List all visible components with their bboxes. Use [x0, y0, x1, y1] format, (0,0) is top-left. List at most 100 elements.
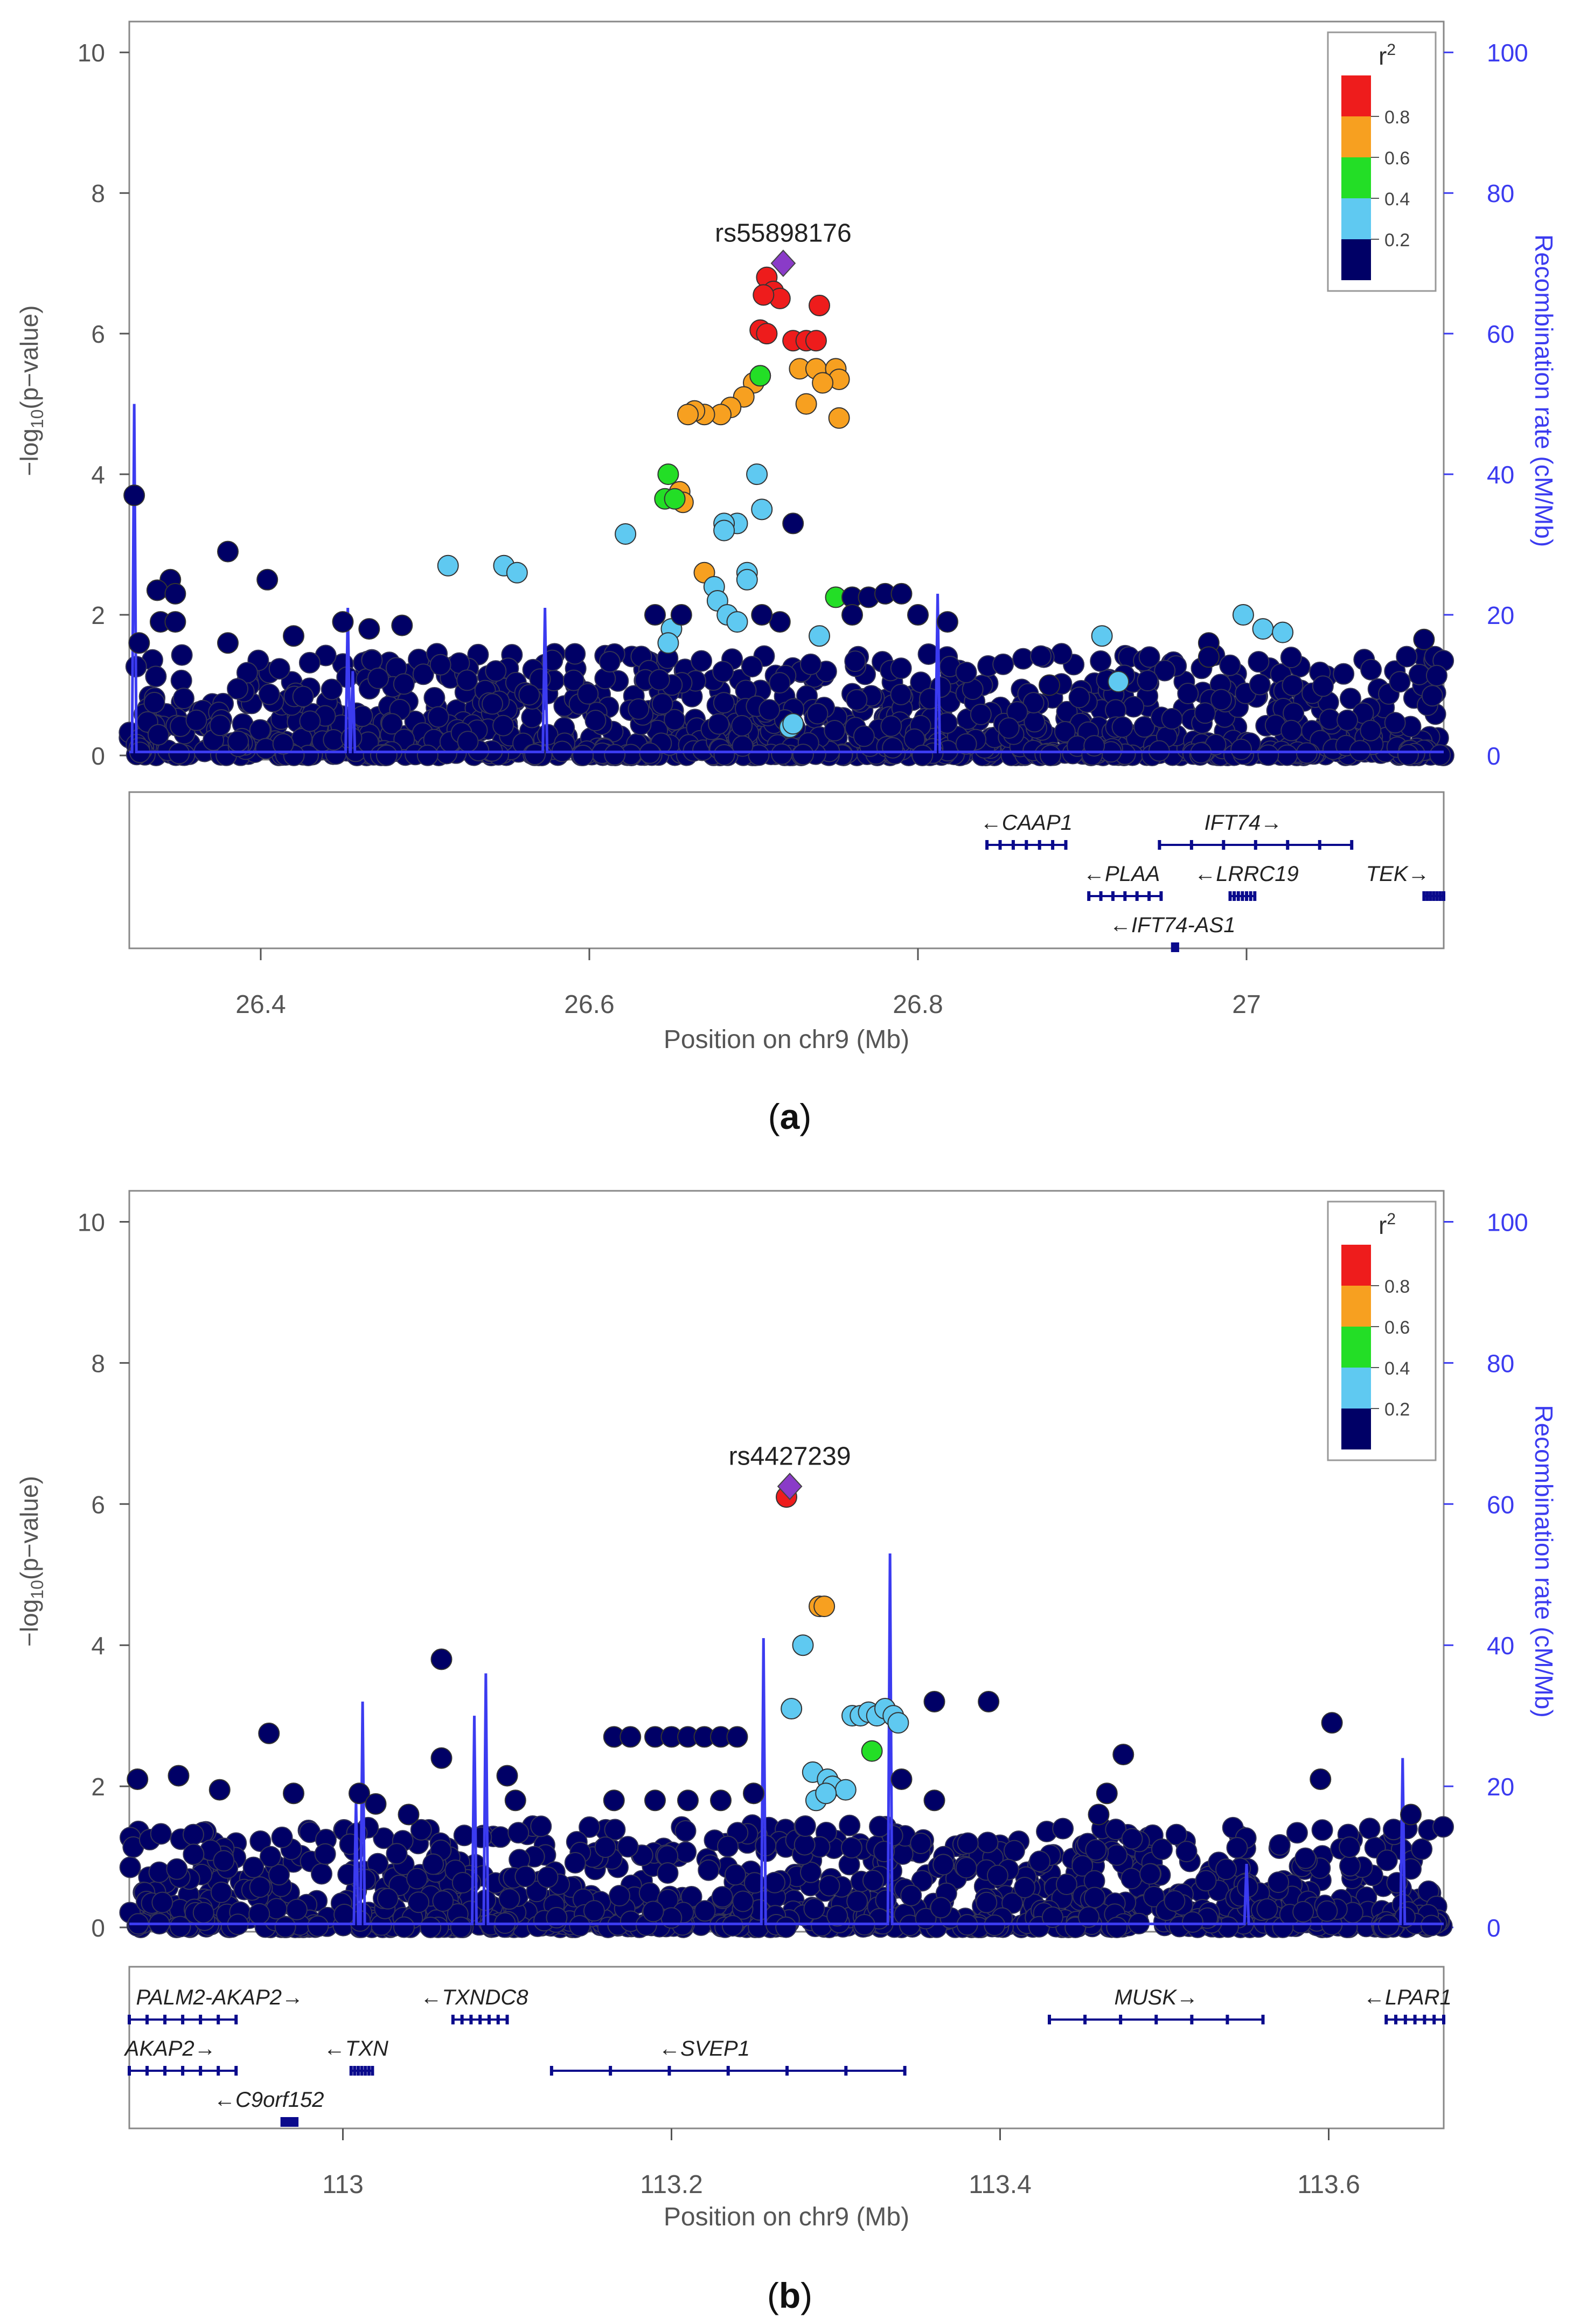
- panel-a-ytick-label: 8: [91, 179, 105, 207]
- snp-point-background: [1121, 1828, 1143, 1850]
- snp-point-background: [1090, 650, 1112, 672]
- snp-point: [664, 488, 686, 510]
- snp-point: [1088, 1803, 1110, 1826]
- panel-b-xtick-label: 113: [322, 2170, 364, 2199]
- snp-point-background: [758, 699, 781, 721]
- snp-point-background: [1269, 1834, 1291, 1856]
- gene-exon: [1442, 891, 1445, 901]
- snp-point-background: [456, 669, 478, 691]
- snp-point: [736, 568, 758, 591]
- gene-exon: [1253, 891, 1257, 901]
- snp-point-background: [1029, 1850, 1051, 1872]
- gene-txn: ←TXN: [324, 2037, 388, 2076]
- snp-point-background: [604, 1819, 626, 1841]
- snp-point-background: [422, 1853, 444, 1875]
- snp-point-background: [1085, 1839, 1107, 1861]
- snp-point-background: [271, 1826, 293, 1848]
- snp-point-background: [1230, 738, 1252, 760]
- panel-b-ytick-right-label: 40: [1487, 1632, 1514, 1660]
- snp-point-background: [182, 1823, 204, 1846]
- snp-point: [123, 484, 145, 507]
- snp-point-background: [393, 1916, 415, 1938]
- snp-point: [936, 611, 958, 633]
- gene-tek: TEK→: [1366, 862, 1445, 901]
- legend-color-bin: [1341, 75, 1371, 116]
- snp-point-background: [955, 733, 977, 755]
- snp-point: [677, 404, 699, 426]
- gene-label: ←LPAR1: [1363, 1986, 1452, 2009]
- snp-point-background: [674, 1820, 697, 1842]
- gene-exon: [667, 2066, 671, 2076]
- snp-point-background: [840, 1837, 862, 1859]
- snp-point-background: [518, 684, 540, 706]
- snp-point-background: [321, 678, 343, 700]
- snp-point-background: [1181, 1911, 1203, 1933]
- snp-point-background: [1215, 1858, 1237, 1881]
- panel-a-ytick-label: 0: [91, 742, 105, 770]
- snp-point: [349, 1782, 370, 1805]
- snp-point: [283, 625, 304, 647]
- gene-exon: [290, 2117, 294, 2127]
- panel-a-legend-title: r2: [1379, 41, 1396, 70]
- panel-a-ytick-label: 4: [91, 461, 105, 489]
- gene-exon: [1038, 840, 1041, 850]
- snp-point-background: [853, 725, 875, 747]
- gene-exon: [371, 2066, 374, 2076]
- snp-point-background: [1333, 663, 1355, 685]
- gene-c9orf152: ←C9orf152: [214, 2088, 324, 2127]
- snp-point-background: [1312, 675, 1334, 697]
- panel-a-xtick-label: 26.8: [893, 990, 943, 1019]
- snp-point-background: [183, 1843, 205, 1865]
- snp-point: [1252, 618, 1274, 640]
- snp-point-background: [803, 1898, 825, 1920]
- snp-point-background: [1164, 1890, 1186, 1912]
- snp-point-background: [423, 687, 446, 709]
- snp-point-background: [171, 644, 193, 666]
- gene-label: AKAP2→: [124, 2037, 216, 2061]
- snp-point: [1112, 1744, 1134, 1766]
- snp-point-background: [1339, 1855, 1361, 1877]
- snp-point-background: [741, 656, 763, 678]
- panel-a-ytick-right-label: 80: [1487, 179, 1514, 207]
- snp-point: [358, 618, 380, 640]
- snp-point-background: [453, 1824, 475, 1847]
- snp-point: [923, 1789, 945, 1812]
- snp-point: [834, 1779, 857, 1801]
- snp-point-background: [594, 1836, 616, 1858]
- snp-point-background: [1360, 719, 1382, 741]
- gene-exon: [364, 2066, 367, 2076]
- snp-point-background: [429, 654, 451, 676]
- gene-exon: [1423, 2015, 1426, 2024]
- gene-exon: [726, 2066, 730, 2076]
- snp-point-background: [1175, 1841, 1198, 1863]
- snp-point-background: [691, 650, 713, 672]
- legend-label: 0.4: [1384, 189, 1410, 210]
- snp-point: [332, 611, 354, 633]
- snp-point-background: [249, 1876, 271, 1898]
- panel-a-xlabel: Position on chr9 (Mb): [664, 1025, 909, 1054]
- snp-point-background: [1068, 686, 1090, 709]
- snp-point-background: [1425, 664, 1447, 686]
- gene-exon: [985, 840, 989, 850]
- snp-point-background: [148, 1861, 170, 1883]
- snp-point-background: [299, 710, 321, 732]
- snp-point-background: [292, 685, 314, 707]
- gene-exon: [145, 2066, 149, 2076]
- snp-point-background: [708, 713, 730, 735]
- snp-point: [1039, 674, 1060, 696]
- gene-label: PALM2-AKAP2→: [136, 1986, 304, 2009]
- snp-point-background: [119, 1856, 141, 1878]
- gene-caap1: ←CAAP1: [980, 811, 1073, 850]
- snp-point: [644, 604, 666, 626]
- panel-b-lead-snp-marker: [777, 1473, 803, 1501]
- snp-point-background: [492, 714, 514, 737]
- snp-point-background: [381, 713, 403, 735]
- snp-point: [496, 1765, 518, 1787]
- panel-b-gene-track-border: [128, 1966, 1445, 2129]
- snp-point-background: [609, 1885, 631, 1907]
- snp-point: [398, 1803, 420, 1826]
- snp-point-background: [1248, 651, 1270, 673]
- snp-point: [620, 1726, 642, 1748]
- snp-point-background: [1360, 658, 1382, 681]
